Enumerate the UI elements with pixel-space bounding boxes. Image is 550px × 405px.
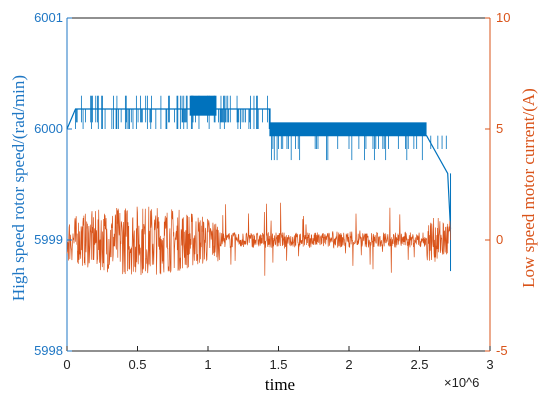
x-tick-label: 2 [345,357,352,372]
x-tick-label: 1 [204,357,211,372]
rotor-speed-band [270,122,427,136]
right-tick-label: -5 [496,343,508,358]
motor-current-series [66,202,451,276]
motor-current-line [66,202,451,276]
right-tick-label: 5 [496,121,503,136]
rotor-speed-series [66,95,452,272]
left-tick-label: 6000 [34,121,63,136]
left-tick-label: 5998 [34,343,63,358]
x-exponent-label: ×10^6 [444,375,479,390]
x-tick-label: 1.5 [269,357,287,372]
x-tick-label: 3 [486,357,493,372]
rotor-speed-baseline [66,108,452,229]
plot-frame [66,17,491,352]
left-axis-title: High speed rotor speed/(rad/min) [9,75,28,301]
right-axis-title: Low speed motor current/(A) [519,88,538,288]
x-axis-title: time [265,375,295,394]
right-tick-label: 10 [496,10,510,25]
x-tick-label: 0 [63,357,70,372]
x-tick-label: 2.5 [410,357,428,372]
axis-ticks: 0 0.5 1 1.5 2 2.5 3 5998 5999 6000 6001 -5 0 5 10 [34,10,510,372]
left-tick-label: 5999 [34,232,63,247]
right-tick-label: 0 [496,232,503,247]
rotor-speed-dense-band [189,95,217,116]
left-tick-label: 6001 [34,10,63,25]
x-tick-label: 0.5 [128,357,146,372]
